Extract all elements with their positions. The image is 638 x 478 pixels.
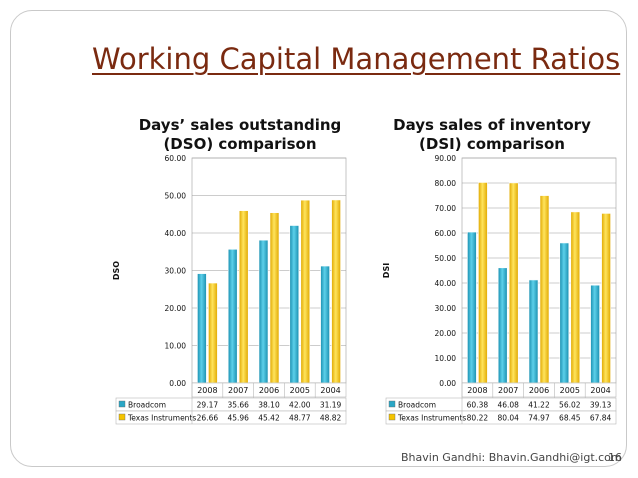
dsi-chart-title-line-1: Days sales of inventory: [393, 116, 591, 134]
slide-frame: [10, 10, 627, 467]
dso-table-row: [115, 410, 347, 425]
dso-bar-broadcom: [258, 239, 269, 384]
dso-legend-swatch-broadcom: [118, 400, 126, 408]
dso-chart-title-line-1: Days’ sales outstanding: [138, 116, 342, 134]
dso-bar-broadcom: [289, 225, 300, 384]
dsi-data-label: 46.08: [497, 401, 519, 410]
dso-data-label: 48.77: [289, 414, 311, 423]
dso-bar-texas-instruments: [300, 199, 311, 384]
dso-y-tick-label: 50.00: [165, 192, 187, 201]
slide-title: Working Capital Management Ratios: [92, 42, 621, 76]
dsi-category-label: 2005: [560, 386, 580, 395]
dsi-data-label: 67.84: [590, 414, 612, 423]
dso-legend-label: Broadcom: [128, 401, 166, 410]
dsi-y-tick-label: 80.00: [435, 179, 457, 188]
dso-category-label: 2006: [259, 386, 279, 395]
dsi-data-label: 80.22: [467, 414, 489, 423]
dsi-y-tick-label: 90.00: [435, 154, 457, 163]
dsi-legend-swatch-texas-instruments: [388, 413, 396, 421]
dso-category-label: 2005: [290, 386, 310, 395]
dsi-y-tick-label: 10.00: [435, 354, 457, 363]
dso-data-label: 26.66: [197, 414, 219, 423]
dsi-data-label: 68.45: [559, 414, 581, 423]
page-number: 16: [608, 451, 622, 464]
dso-data-label: 38.10: [258, 401, 280, 410]
dsi-bar-broadcom: [467, 231, 477, 384]
dso-data-label: 45.42: [258, 414, 280, 423]
dsi-data-label: 60.38: [467, 401, 489, 410]
dsi-y-tick-label: 30.00: [435, 304, 457, 313]
dso-bar-texas-instruments: [331, 199, 341, 384]
dso-legend-swatch-texas-instruments: [118, 413, 126, 421]
dsi-category-label: 2004: [590, 386, 610, 395]
dso-bar-texas-instruments: [208, 282, 218, 384]
dso-category-label: 2004: [320, 386, 340, 395]
dso-bar-broadcom: [197, 273, 207, 384]
dsi-bar-broadcom: [528, 279, 539, 384]
dso-y-tick-label: 20.00: [165, 304, 187, 313]
dsi-bar-texas-instruments: [539, 195, 550, 384]
dsi-data-label: 80.04: [497, 414, 519, 423]
dso-data-label: 29.17: [197, 401, 219, 410]
dsi-table-row: [385, 410, 617, 425]
dsi-legend-swatch-broadcom: [388, 400, 396, 408]
dso-bar-texas-instruments: [269, 212, 280, 384]
dso-y-tick-label: 0.00: [169, 379, 186, 388]
dso-chart: 0.00 10.00 20.00 30.00 40.00 50.00 60.00 DSO 200…: [112, 154, 347, 425]
dsi-y-tick-label: 50.00: [435, 254, 457, 263]
dsi-y-axis-label: DSI: [382, 263, 391, 278]
dsi-data-label: 39.13: [590, 401, 612, 410]
dsi-legend-label: Texas Instruments: [397, 414, 466, 423]
dso-y-tick-label: 40.00: [165, 229, 187, 238]
dsi-bar-broadcom: [559, 242, 570, 384]
dsi-category-label: 2008: [467, 386, 487, 395]
dso-data-label: 45.96: [227, 414, 249, 423]
dsi-category-label: 2007: [498, 386, 518, 395]
dso-bar-broadcom: [227, 248, 238, 384]
dso-legend-label: Texas Instruments: [127, 414, 196, 423]
dso-data-label: 35.66: [227, 401, 249, 410]
dsi-data-label: 74.97: [528, 414, 550, 423]
dso-y-tick-label: 60.00: [165, 154, 187, 163]
dsi-bar-texas-instruments: [570, 211, 581, 384]
dso-chart-title-line-2: (DSO) comparison: [163, 135, 317, 153]
dsi-data-label: 56.02: [559, 401, 581, 410]
dsi-data-label: 41.22: [528, 401, 550, 410]
dso-y-tick-label: 10.00: [165, 342, 187, 351]
dsi-chart-title: Days sales of inventory (DSI) comparison: [382, 116, 602, 154]
dso-bar-texas-instruments: [238, 210, 249, 384]
dsi-y-tick-label: 60.00: [435, 229, 457, 238]
dso-data-label: 48.82: [320, 414, 342, 423]
dsi-chart: 0.00 10.00 20.00 30.00 40.00 50.00 60.00 70.00 8…: [382, 154, 617, 425]
dsi-category-label: 2006: [529, 386, 549, 395]
slide-footer: Bhavin Gandhi: Bhavin.Gandhi@igt.com: [401, 451, 622, 464]
dsi-y-tick-label: 0.00: [439, 379, 456, 388]
dsi-bar-texas-instruments: [601, 213, 611, 384]
dsi-bar-texas-instruments: [478, 182, 488, 384]
dsi-y-tick-label: 70.00: [435, 204, 457, 213]
dso-bar-broadcom: [320, 265, 330, 384]
dsi-bar-broadcom: [590, 284, 600, 384]
dso-y-tick-label: 30.00: [165, 267, 187, 276]
dsi-y-tick-label: 40.00: [435, 279, 457, 288]
dsi-legend-label: Broadcom: [398, 401, 436, 410]
dsi-y-tick-label: 20.00: [435, 329, 457, 338]
dsi-chart-title-line-2: (DSI) comparison: [419, 135, 565, 153]
dsi-bar-broadcom: [497, 267, 508, 384]
dso-category-label: 2007: [228, 386, 248, 395]
dso-data-label: 42.00: [289, 401, 311, 410]
dso-y-axis-label: DSO: [112, 261, 121, 280]
dso-chart-title: Days’ sales outstanding (DSO) comparison: [130, 116, 350, 154]
dsi-bar-texas-instruments: [508, 182, 519, 384]
dso-category-label: 2008: [197, 386, 217, 395]
dso-data-label: 31.19: [320, 401, 342, 410]
